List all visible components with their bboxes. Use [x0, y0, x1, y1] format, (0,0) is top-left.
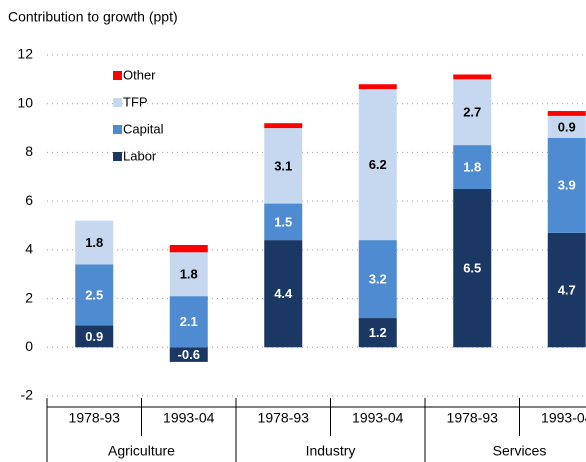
bar-segment: [547, 115, 586, 138]
x-tick-label: 1978-93: [258, 410, 310, 426]
chart-title: Contribution to growth (ppt): [8, 9, 178, 25]
bar-segment: [358, 84, 397, 90]
legend-swatch: [113, 71, 122, 80]
y-tick-label: 0: [25, 338, 33, 354]
value-label: 6.5: [463, 261, 481, 276]
value-label: -0.6: [178, 347, 200, 362]
bar-segment: [264, 203, 303, 241]
bar-segment: [264, 128, 303, 204]
bar-segment: [75, 220, 114, 265]
bar-segment: [358, 89, 397, 241]
x-tick-label: 1993-04: [541, 410, 586, 426]
value-label: 3.9: [558, 178, 576, 193]
y-tick-label: 2: [25, 289, 33, 305]
bar-segment: [169, 347, 208, 362]
bar-segment: [453, 188, 492, 348]
value-label: 0.9: [85, 329, 103, 344]
bar-segment: [264, 123, 303, 129]
value-label: 0.9: [558, 119, 576, 134]
x-tick-label: 1978-93: [447, 410, 499, 426]
value-label: 2.5: [85, 287, 103, 302]
value-label: 3.2: [369, 272, 387, 287]
bar-segment: [547, 111, 586, 116]
legend-label: Labor: [123, 148, 157, 163]
value-label: 1.8: [463, 159, 481, 174]
bar-segment: [169, 296, 208, 348]
legend-swatch: [113, 98, 122, 107]
y-tick-label: 12: [17, 46, 33, 62]
value-label: 3.1: [274, 158, 292, 173]
value-label: 4.4: [274, 286, 293, 301]
bar-segment: [547, 137, 586, 233]
bar-segment: [75, 325, 114, 348]
x-tick-label: 1978-93: [69, 410, 121, 426]
value-label: 6.2: [369, 157, 387, 172]
y-tick-label: 10: [17, 94, 33, 110]
group-label: Industry: [306, 443, 356, 459]
bar-segment: [264, 240, 303, 348]
y-tick-label: -2: [21, 387, 34, 403]
bar-segment: [547, 232, 586, 348]
value-label: 1.8: [85, 235, 103, 250]
group-label: Agriculture: [108, 443, 175, 459]
value-label: 4.7: [558, 282, 576, 297]
y-tick-label: 8: [25, 143, 33, 159]
bar-segment: [75, 264, 114, 326]
bar-segment: [358, 318, 397, 348]
legend-label: Capital: [123, 121, 164, 136]
value-label: 1.2: [369, 325, 387, 340]
legend-swatch: [113, 125, 122, 134]
bar-segment: [453, 74, 492, 80]
legend-label: TFP: [123, 94, 148, 109]
legend-swatch: [113, 152, 122, 161]
value-label: 2.7: [463, 105, 481, 120]
value-label: 2.1: [180, 314, 198, 329]
y-tick-label: 4: [25, 241, 33, 257]
y-tick-label: 6: [25, 192, 33, 208]
value-label: 1.8: [180, 267, 198, 282]
group-label: Services: [493, 443, 547, 459]
bar-segment: [453, 79, 492, 146]
bar-segment: [169, 244, 208, 253]
bar-segment: [169, 252, 208, 297]
bar-segment: [453, 145, 492, 189]
bar-segment: [358, 240, 397, 319]
value-label: 1.5: [274, 214, 292, 229]
legend-label: Other: [123, 67, 156, 82]
x-tick-label: 1993-04: [163, 410, 215, 426]
x-tick-label: 1993-04: [352, 410, 404, 426]
